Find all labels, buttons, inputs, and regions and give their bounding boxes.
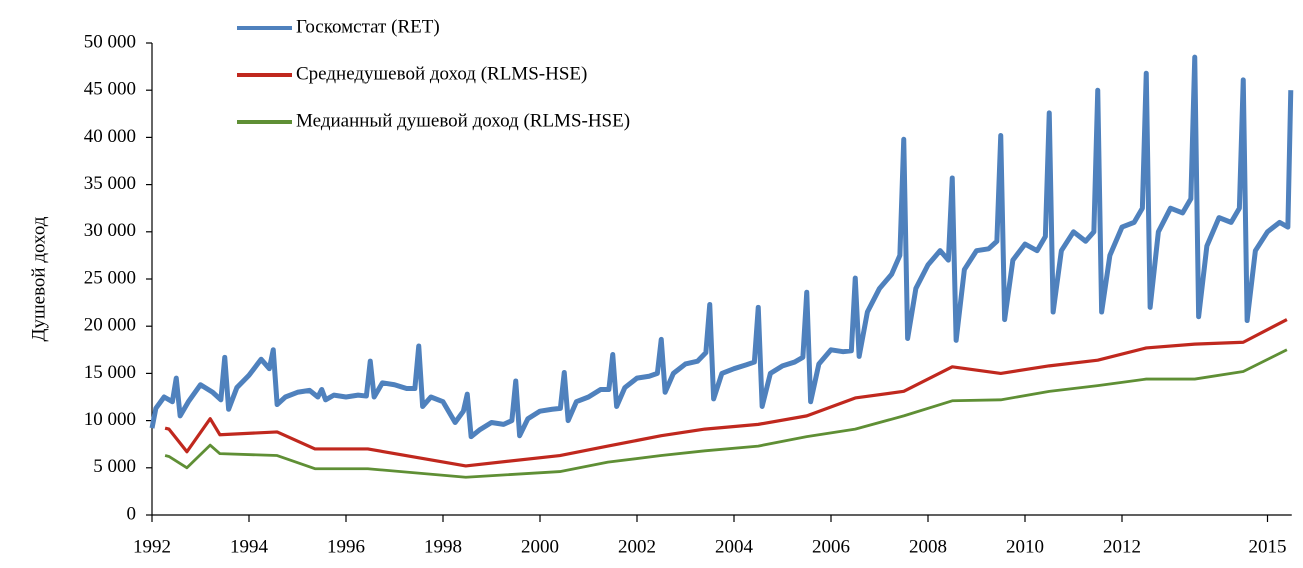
x-tick-label: 2012 xyxy=(1103,536,1141,557)
y-tick-label: 15 000 xyxy=(84,362,136,383)
series-line xyxy=(164,318,1288,468)
x-tick-label: 2008 xyxy=(909,536,947,557)
x-tick-label: 2010 xyxy=(1006,536,1044,557)
x-tick-label: 1992 xyxy=(133,536,171,557)
y-tick-label: 50 000 xyxy=(84,31,136,52)
y-tick-label: 20 000 xyxy=(84,315,136,336)
series-line xyxy=(164,348,1288,479)
legend-label: Среднедушевой доход (RLMS-HSE) xyxy=(296,63,587,84)
x-tick-label: 2015 xyxy=(1249,536,1287,557)
legend-label: Госкомстат (RET) xyxy=(296,16,440,37)
y-tick-label: 45 000 xyxy=(84,79,136,100)
x-tick-label: 2004 xyxy=(715,536,754,557)
y-tick-label: 5 000 xyxy=(93,456,136,477)
x-tick-label: 1996 xyxy=(327,536,365,557)
y-tick-label: 10 000 xyxy=(84,409,136,430)
x-tick-label: 2002 xyxy=(618,536,656,557)
y-tick-label: 25 000 xyxy=(84,267,136,288)
x-tick-label: 2000 xyxy=(521,536,559,557)
x-tick-label: 1994 xyxy=(230,536,269,557)
legend-label: Медианный душевой доход (RLMS-HSE) xyxy=(296,110,630,131)
y-axis-label: Душевой доход xyxy=(28,216,49,341)
y-tick-label: 0 xyxy=(127,503,137,524)
y-tick-label: 35 000 xyxy=(84,173,136,194)
series-line xyxy=(149,54,1294,440)
x-tick-label: 2006 xyxy=(812,536,850,557)
y-tick-label: 30 000 xyxy=(84,220,136,241)
y-tick-label: 40 000 xyxy=(84,126,136,147)
x-tick-label: 1998 xyxy=(424,536,462,557)
